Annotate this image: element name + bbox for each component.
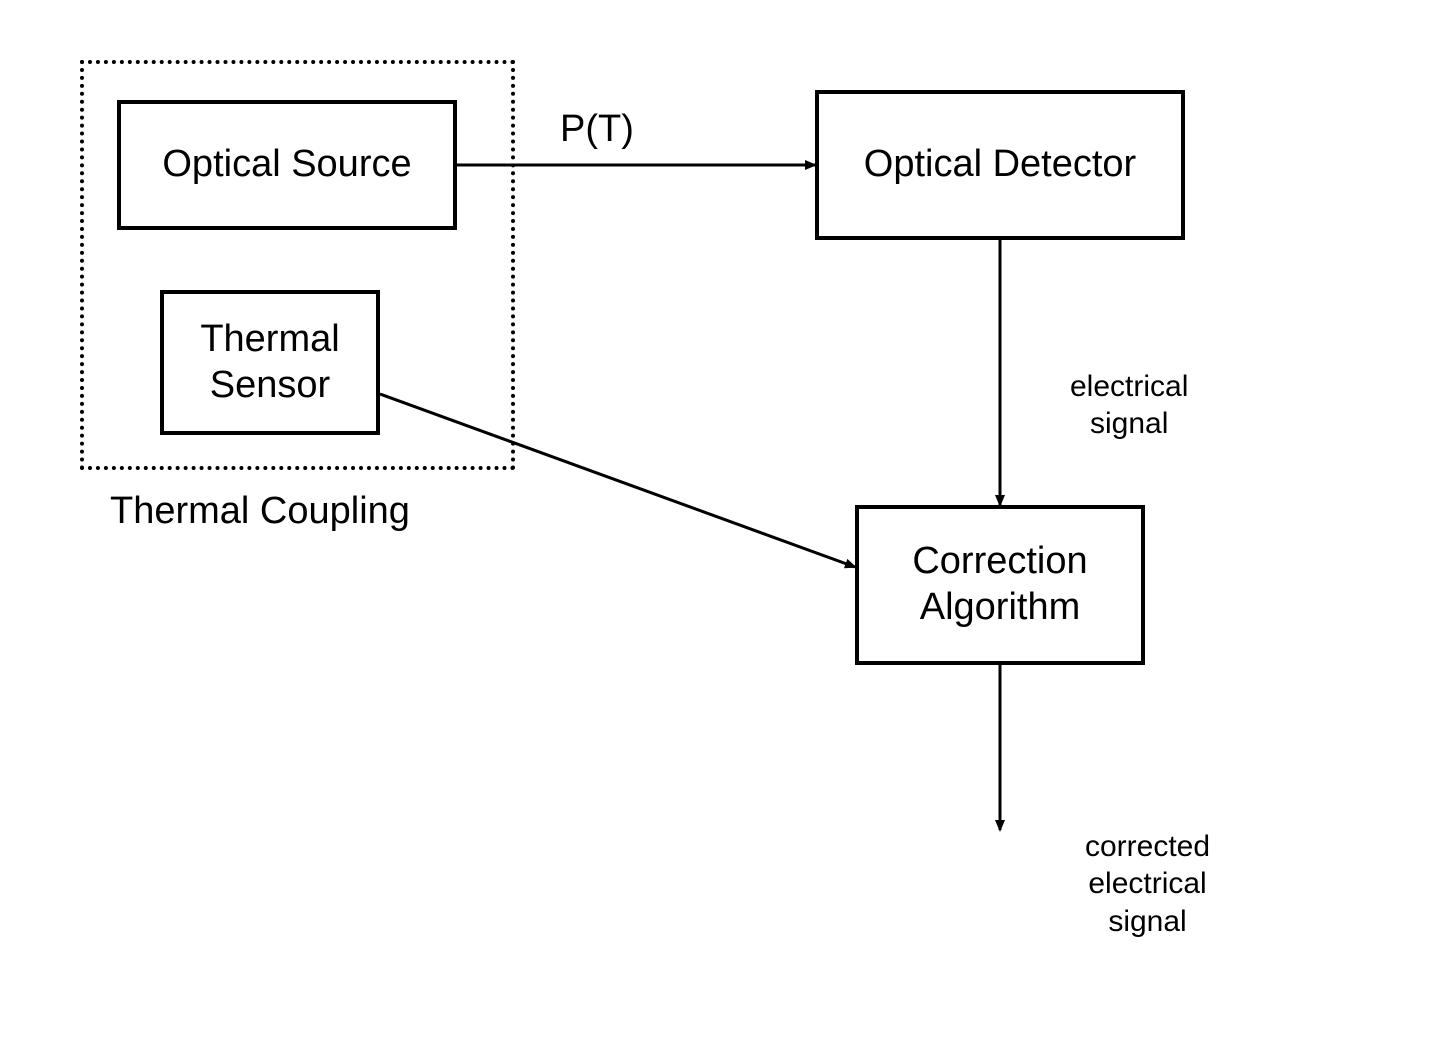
thermal-coupling-label: Thermal Coupling [110,490,410,533]
optical-detector-label: Optical Detector [864,142,1136,188]
thermal-sensor-label: Thermal Sensor [200,317,339,408]
optical-source-label: Optical Source [162,142,411,188]
pt-edge-label: P(T) [560,108,634,151]
optical-source-node: Optical Source [117,100,457,230]
corrected-electrical-signal-label: corrected electrical signal [1085,790,1210,940]
electrical-signal-label: electrical signal [1070,330,1188,443]
optical-detector-node: Optical Detector [815,90,1185,240]
correction-algorithm-label: Correction Algorithm [912,539,1087,630]
block-diagram: Optical Source Thermal Sensor Optical De… [0,0,1434,1039]
correction-algorithm-node: Correction Algorithm [855,505,1145,665]
thermal-sensor-node: Thermal Sensor [160,290,380,435]
